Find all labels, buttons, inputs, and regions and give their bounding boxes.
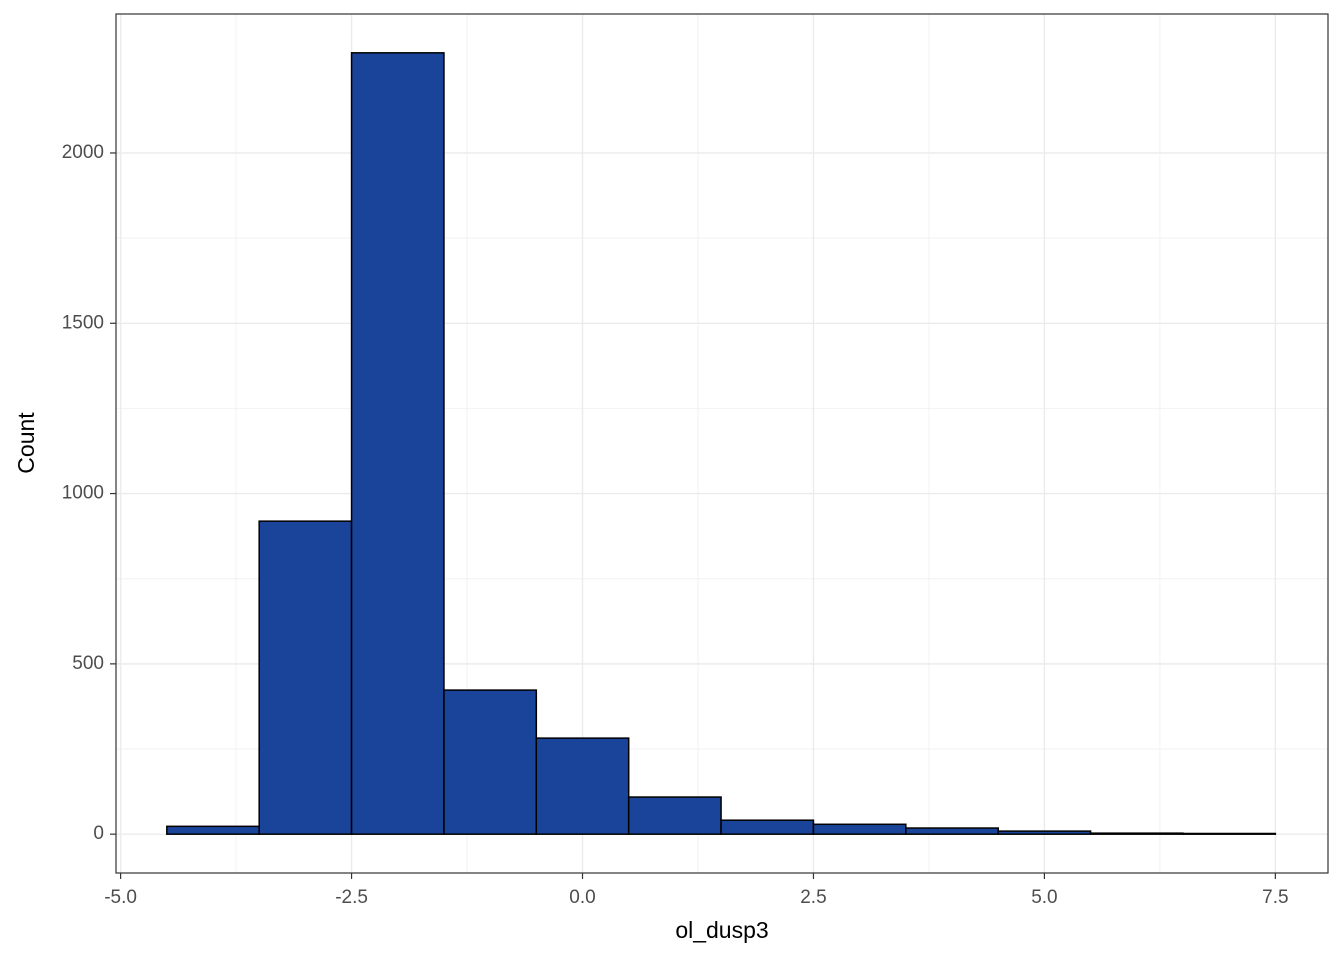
- bar: [535, 737, 630, 835]
- panel-border: [115, 13, 1329, 874]
- x-axis-title: ol_dusp3: [675, 917, 768, 943]
- x-tick-label: 0.0: [569, 887, 595, 908]
- bar: [166, 825, 260, 835]
- y-tick-label: 500: [72, 653, 104, 674]
- bar: [258, 520, 353, 835]
- axes: -5.0 -2.5 0.0 2.5 5.0 7.5 0 500 1000 1500 2000: [62, 142, 1289, 908]
- y-tick-label: 1500: [62, 312, 104, 333]
- bar: [812, 823, 907, 835]
- x-tick-label: -5.0: [104, 887, 137, 908]
- x-tick-label: 2.5: [800, 887, 826, 908]
- bars: [166, 52, 1277, 835]
- bar: [1089, 832, 1184, 835]
- bar: [997, 830, 1092, 835]
- x-tick-label: 5.0: [1031, 887, 1057, 908]
- bar: [1182, 832, 1277, 835]
- y-tick-label: 1000: [62, 483, 104, 504]
- bar: [905, 827, 999, 835]
- y-tick-label: 0: [93, 823, 104, 844]
- bar: [443, 689, 538, 835]
- x-tick-label: 7.5: [1262, 887, 1288, 908]
- bar: [627, 796, 722, 835]
- bar: [350, 52, 445, 835]
- bar: [720, 819, 815, 835]
- y-tick-label: 2000: [62, 142, 104, 163]
- y-axis-title: Count: [13, 412, 39, 474]
- x-tick-label: -2.5: [335, 887, 368, 908]
